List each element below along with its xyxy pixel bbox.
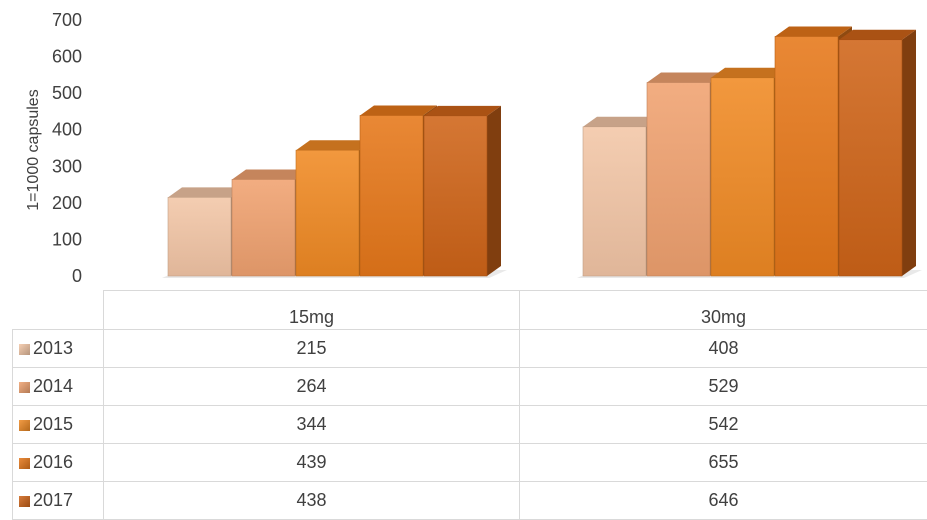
y-tick-label: 700 — [52, 10, 82, 30]
table-cell: 542 — [520, 406, 927, 444]
table-header-15mg: 15mg — [104, 291, 520, 330]
table-cell: 655 — [520, 444, 927, 482]
y-tick-label: 100 — [52, 229, 82, 249]
table-row: 2017 438 646 — [13, 482, 927, 520]
bar-front — [360, 115, 423, 276]
y-tick-label: 0 — [72, 266, 82, 286]
legend-key-2017 — [19, 496, 30, 507]
bar-30mg-2017 — [839, 30, 916, 276]
row-label-2017: 2017 — [13, 482, 104, 520]
table-cell: 215 — [104, 330, 520, 368]
table-header-30mg: 30mg — [520, 291, 927, 330]
bar-front — [839, 40, 902, 276]
table-cell: 344 — [104, 406, 520, 444]
table-row: 2016 439 655 — [13, 444, 927, 482]
bar-front — [296, 150, 359, 276]
legend-key-2013 — [19, 344, 30, 355]
row-label-2016: 2016 — [13, 444, 104, 482]
table-cell: 408 — [520, 330, 927, 368]
table-row: 2014 264 529 — [13, 368, 927, 406]
table-cell: 646 — [520, 482, 927, 520]
y-axis-ticks: 0 100 200 300 400 500 600 700 — [52, 10, 82, 286]
legend-key-2014 — [19, 382, 30, 393]
bar-front — [232, 179, 295, 276]
table-header-row: 15mg 30mg — [13, 291, 927, 330]
bar-front — [583, 127, 646, 276]
table-cell: 529 — [520, 368, 927, 406]
bar-series — [168, 26, 916, 276]
table-corner — [13, 291, 104, 330]
data-table: 15mg 30mg 2013 215 408 2014 264 529 2015… — [12, 290, 927, 520]
bar-chart: 1=1000 capsules 0 100 200 300 400 500 600 700 — [0, 0, 927, 300]
row-label-2015: 2015 — [13, 406, 104, 444]
table-cell: 264 — [104, 368, 520, 406]
y-tick-label: 300 — [52, 156, 82, 176]
table-cell: 438 — [104, 482, 520, 520]
row-label-2013: 2013 — [13, 330, 104, 368]
bar-front — [647, 83, 710, 276]
row-label-2014: 2014 — [13, 368, 104, 406]
legend-key-2016 — [19, 458, 30, 469]
bar-front — [424, 116, 487, 276]
bar-front — [168, 197, 231, 276]
table-row: 2015 344 542 — [13, 406, 927, 444]
bar-front — [711, 78, 774, 276]
y-tick-label: 500 — [52, 83, 82, 103]
y-axis-label: 1=1000 capsules — [25, 89, 42, 210]
y-tick-label: 200 — [52, 193, 82, 213]
bar-front — [775, 36, 838, 276]
table-row: 2013 215 408 — [13, 330, 927, 368]
y-tick-label: 600 — [52, 47, 82, 67]
y-tick-label: 400 — [52, 120, 82, 140]
bar-15mg-2017 — [424, 106, 501, 276]
legend-key-2015 — [19, 420, 30, 431]
bar-side — [902, 30, 916, 276]
table-cell: 439 — [104, 444, 520, 482]
bar-side — [487, 106, 501, 276]
